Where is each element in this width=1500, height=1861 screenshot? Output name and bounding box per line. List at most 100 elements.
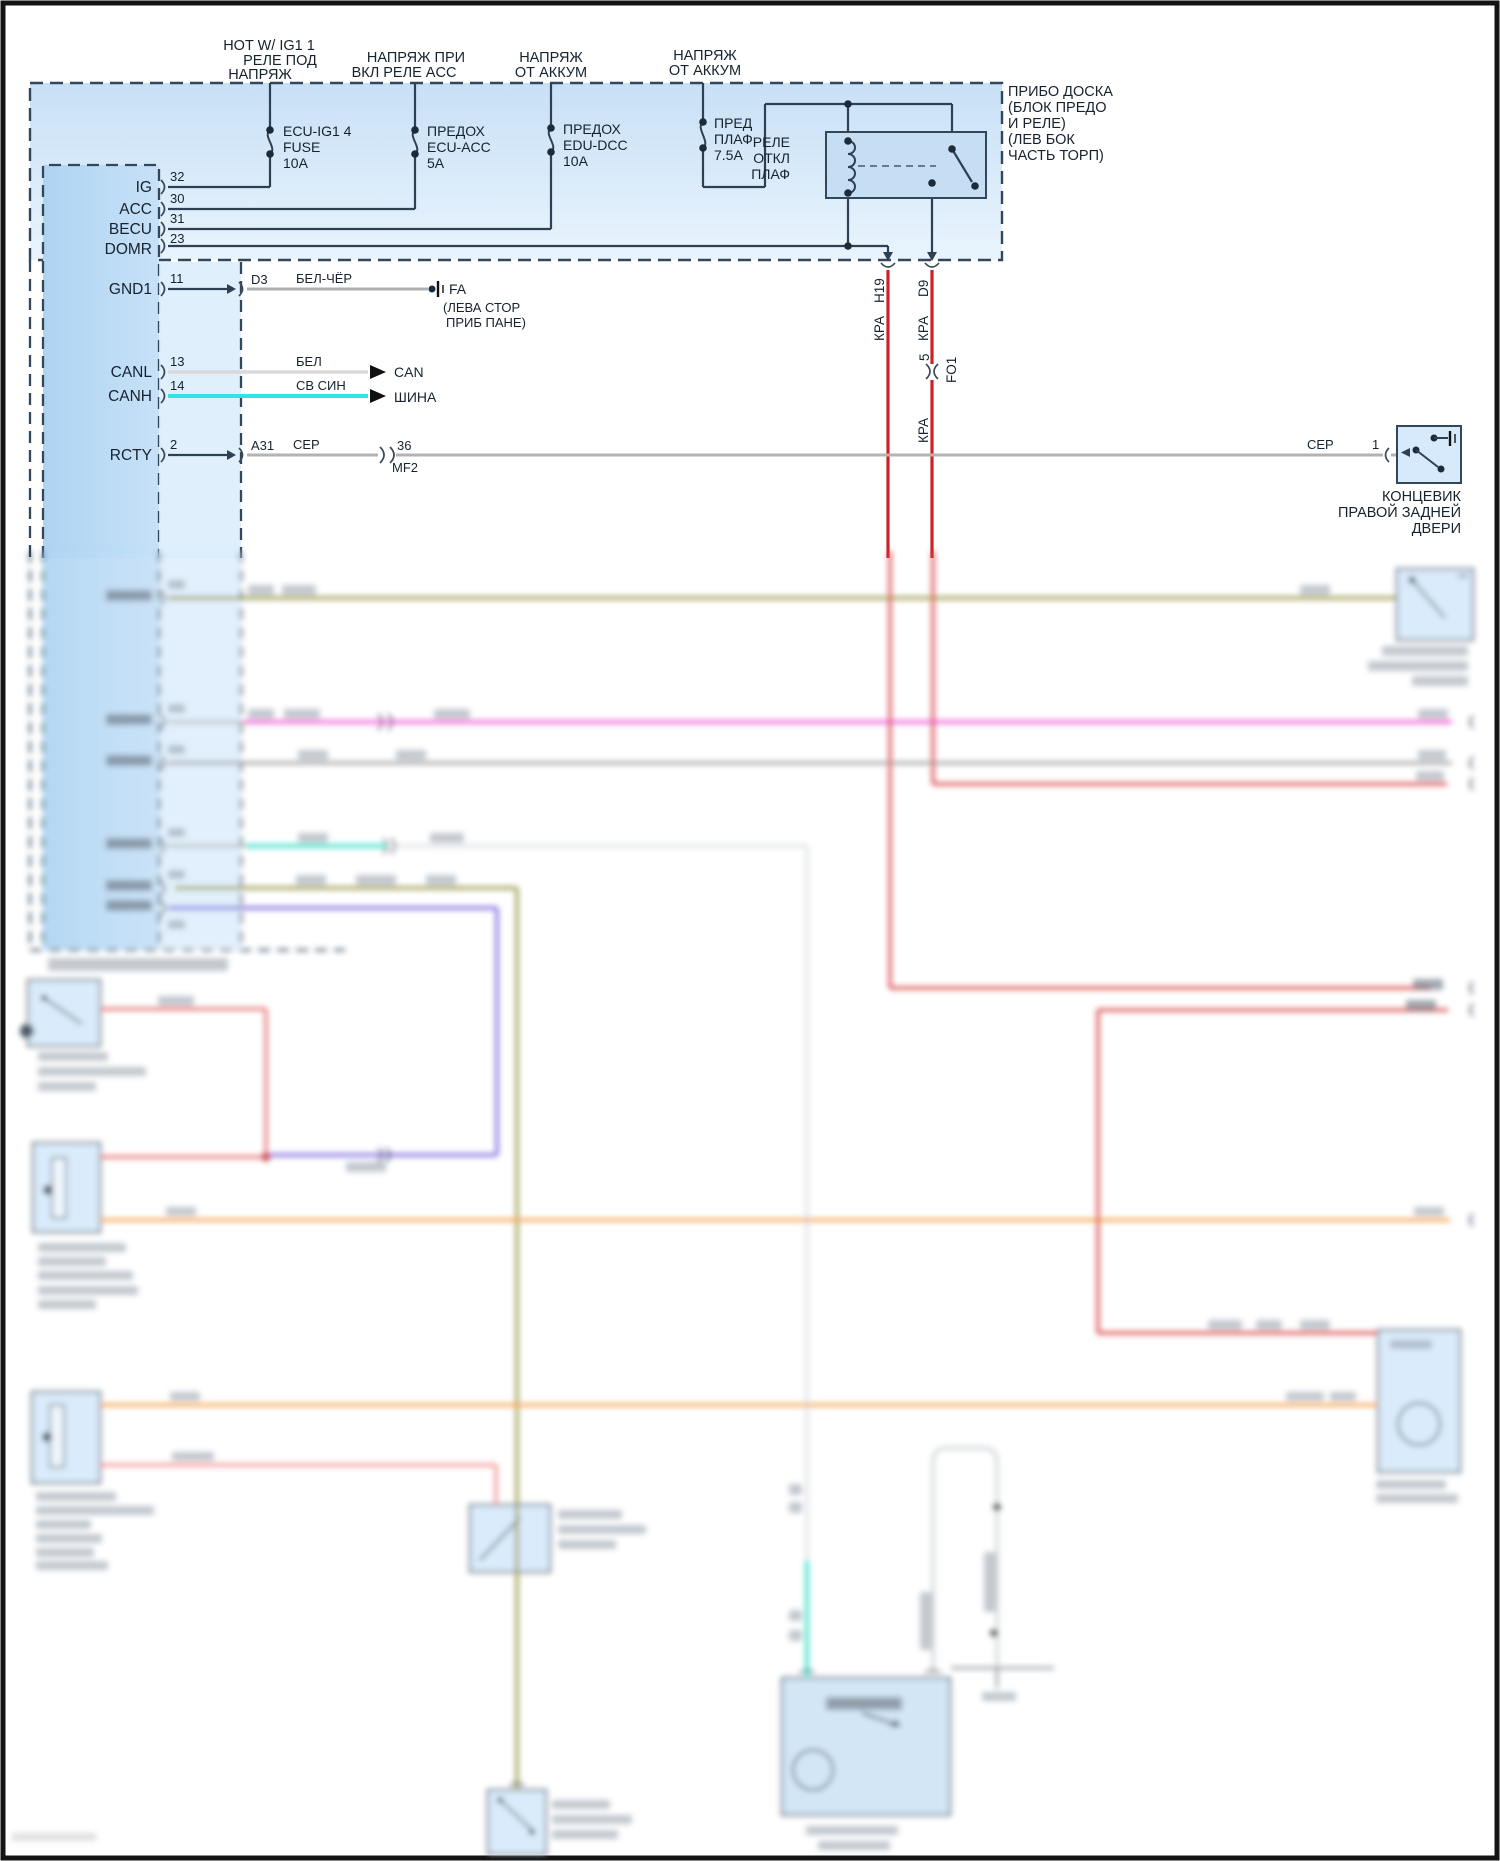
bus-arrow-icon — [370, 389, 386, 403]
fuse-label: 10A — [563, 153, 589, 169]
panel-label: ПРИБО ДОСКА — [1008, 84, 1113, 100]
fuse-label: ПРЕДОХ — [563, 121, 621, 137]
panel-label: (ЛЕВ БОК — [1008, 132, 1075, 148]
connector-id-fo1: FO1 — [944, 357, 959, 383]
blurred-components — [20, 568, 1474, 1855]
door-switch-label: КОНЦЕВИК — [1382, 489, 1462, 505]
wire-color-label: БЕЛ-ЧЁР — [296, 271, 352, 286]
blurred-wire-labels — [158, 585, 1474, 1787]
ground-point-label: FA — [449, 281, 467, 297]
bcm-pin-number: 31 — [170, 211, 184, 226]
bcm-pin-name: GND1 — [109, 281, 152, 298]
bcm-pin-name: IG — [136, 179, 152, 196]
wire-color-label: КРА — [872, 316, 887, 341]
bcm-pin-name: ACC — [119, 201, 152, 218]
relay-coil — [847, 140, 856, 194]
connector-id: A31 — [251, 438, 274, 453]
right-arrow-icon — [227, 284, 236, 294]
fuse-label: 5A — [427, 155, 445, 171]
power-label: НАПРЯЖ — [673, 48, 737, 64]
bcm-connector-strip — [159, 262, 241, 558]
down-arrow-icon — [927, 252, 937, 261]
fo1-connector — [933, 363, 939, 380]
fuse-relay-panel-section: HOT W/ IG1 1 РЕЛЕ ПОД НАПРЯЖ НАПРЯЖ ПРИ … — [28, 38, 1462, 558]
blurred-bcm-pins — [106, 580, 185, 929]
blurred-wires — [100, 551, 1452, 1790]
can-bus-circuit — [168, 365, 386, 403]
connector-id-h19: H19 — [872, 278, 887, 303]
connector-id-d9: D9 — [916, 280, 931, 297]
relay-switch-blade — [951, 148, 973, 183]
bcm-pin-name: CANH — [108, 388, 152, 405]
power-label: РЕЛЕ ПОД — [243, 53, 317, 69]
bcm-pin-number: 32 — [170, 169, 184, 184]
fuse-label: 10A — [283, 155, 309, 171]
pin-number: 1 — [1372, 437, 1379, 452]
bcm-pin-number: 2 — [170, 437, 177, 452]
right-rear-door-switch — [1396, 425, 1462, 484]
relay-output-connectors — [880, 252, 940, 268]
ground-location-label: (ЛЕВА СТОР — [443, 300, 520, 315]
fuse-label: ECU-IG1 4 — [283, 123, 352, 139]
bus-arrow-icon — [370, 365, 386, 379]
door-switch-label: ПРАВОЙ ЗАДНЕЙ — [1338, 503, 1461, 521]
fuse-label: FUSE — [283, 139, 320, 155]
rcty-circuit — [168, 446, 1397, 464]
can-bus-label: ШИНА — [394, 389, 437, 405]
ground-location-label: ПРИБ ПАНЕ) — [446, 315, 526, 330]
power-label: НАПРЯЖ — [228, 67, 292, 83]
wire-color-label: СЕР — [293, 437, 320, 452]
power-label: ВКЛ РЕЛЕ ACC — [352, 65, 457, 81]
relay-label: ОТКЛ — [753, 150, 790, 166]
pin-number: 5 — [917, 353, 932, 361]
fuse-label: ПРЕД — [714, 115, 753, 131]
splice-number: 36 — [397, 438, 411, 453]
fuse-label: ПЛАФ — [714, 131, 753, 147]
power-label: HOT W/ IG1 1 — [223, 38, 315, 54]
fuse-label: 7.5A — [714, 147, 743, 163]
bcm-pin-number: 14 — [170, 378, 184, 393]
fuse-label: ECU-ACC — [427, 139, 491, 155]
down-arrow-icon — [883, 252, 893, 261]
bcm-pin-name: DOMR — [105, 241, 152, 258]
bcm-pin-number: 11 — [170, 271, 184, 286]
wire-color-label: БЕЛ — [296, 354, 322, 369]
dome-lamp-relay — [825, 131, 987, 199]
bcm-box — [43, 165, 159, 558]
fo1-connector — [925, 363, 931, 380]
door-switch-label: ДВЕРИ — [1412, 521, 1461, 537]
junction-dots — [266, 100, 979, 250]
power-label: НАПРЯЖ — [519, 50, 583, 66]
bcm-pin-name: CANL — [111, 364, 153, 381]
wire-color-label: СВ СИН — [296, 378, 346, 393]
bcm-pin-name: BECU — [109, 221, 152, 238]
power-label: НАПРЯЖ ПРИ — [367, 50, 465, 66]
watermark-smudge — [12, 1833, 96, 1841]
fuse-label: ПРЕДОХ — [427, 123, 485, 139]
can-bus-label: CAN — [394, 364, 424, 380]
bcm-pin-number: 30 — [170, 191, 184, 206]
connector-id: D3 — [251, 272, 268, 287]
relay-label: ПЛАФ — [751, 166, 790, 182]
panel-label: ЧАСТЬ ТОРП) — [1008, 148, 1104, 164]
bcm-pin-name: RCTY — [110, 447, 152, 464]
labels: HOT W/ IG1 1 РЕЛЕ ПОД НАПРЯЖ НАПРЯЖ ПРИ … — [105, 38, 1462, 537]
left-arrow-icon — [1401, 448, 1410, 457]
bcm-pin-number: 23 — [170, 231, 184, 246]
panel-label: (БЛОК ПРЕДО — [1008, 100, 1106, 116]
panel-label: И РЕЛЕ) — [1008, 116, 1066, 132]
right-arrow-icon — [227, 450, 236, 460]
bcm-pin-number: 13 — [170, 354, 184, 369]
blurred-lower-diagram — [12, 551, 1474, 1855]
kpa-red-wires — [886, 270, 934, 558]
power-label: ОТ АККУМ — [515, 65, 587, 81]
gnd1-circuit — [168, 281, 444, 297]
splice-id: MF2 — [392, 460, 418, 475]
power-label: ОТ АККУМ — [669, 63, 741, 79]
fuse-label: EDU-DCC — [563, 137, 628, 153]
bcm-pin-cups — [160, 179, 166, 463]
wire-color-label: СЕР — [1307, 437, 1334, 452]
